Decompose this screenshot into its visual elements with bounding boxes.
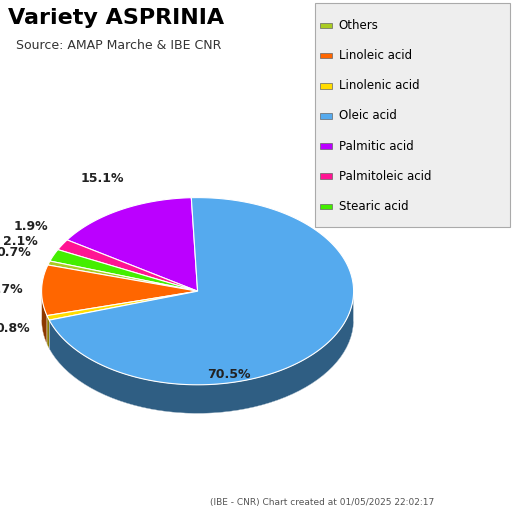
- Text: Stearic acid: Stearic acid: [339, 200, 408, 213]
- Polygon shape: [49, 320, 354, 413]
- Bar: [320, 113, 332, 119]
- Text: 1.9%: 1.9%: [14, 220, 48, 233]
- Text: 2.1%: 2.1%: [3, 235, 37, 248]
- Bar: [320, 53, 332, 58]
- Text: Others: Others: [339, 19, 379, 32]
- Polygon shape: [67, 198, 198, 291]
- Text: Palmitic acid: Palmitic acid: [339, 139, 413, 153]
- Text: 8.7%: 8.7%: [0, 283, 22, 296]
- Text: Variety ASPRINIA: Variety ASPRINIA: [8, 8, 224, 28]
- Bar: [320, 173, 332, 179]
- Text: (IBE - CNR) Chart created at 01/05/2025 22:02:17: (IBE - CNR) Chart created at 01/05/2025 …: [210, 498, 435, 507]
- Polygon shape: [50, 250, 198, 291]
- Polygon shape: [58, 240, 198, 291]
- Text: Linolenic acid: Linolenic acid: [339, 79, 419, 93]
- Text: 0.8%: 0.8%: [0, 322, 31, 335]
- Text: Oleic acid: Oleic acid: [339, 110, 396, 123]
- Polygon shape: [42, 291, 47, 344]
- Text: Source: AMAP Marche & IBE CNR: Source: AMAP Marche & IBE CNR: [16, 39, 221, 52]
- Text: 15.1%: 15.1%: [81, 172, 124, 185]
- Text: 70.5%: 70.5%: [207, 368, 251, 381]
- Bar: [320, 22, 332, 28]
- Bar: [320, 203, 332, 209]
- Bar: [320, 143, 332, 149]
- Polygon shape: [49, 198, 354, 385]
- Text: 0.7%: 0.7%: [0, 245, 32, 258]
- Polygon shape: [47, 320, 198, 349]
- Polygon shape: [47, 291, 198, 320]
- Polygon shape: [48, 261, 198, 291]
- Bar: [320, 83, 332, 88]
- Text: Palmitoleic acid: Palmitoleic acid: [339, 170, 431, 183]
- FancyBboxPatch shape: [315, 3, 510, 227]
- Text: Linoleic acid: Linoleic acid: [339, 49, 412, 62]
- Polygon shape: [47, 316, 49, 349]
- Polygon shape: [42, 320, 198, 344]
- Polygon shape: [42, 265, 198, 316]
- Polygon shape: [49, 293, 354, 413]
